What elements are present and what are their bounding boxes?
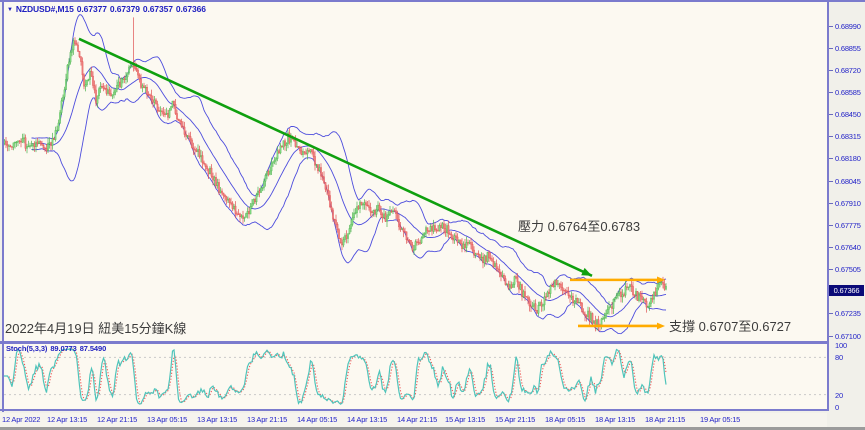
chart-header: ▼ NZDUSD#,M15 0.67377 0.67379 0.67357 0.67366 [7, 4, 209, 14]
support-arrow-head [657, 322, 665, 330]
axis-separator [827, 0, 829, 411]
current-price-tag: 0.67366 [829, 285, 864, 296]
time-axis-label: 15 Apr 13:15 [445, 415, 486, 424]
price-axis-label: 0.68990 [829, 22, 861, 31]
resistance-arrow-head [657, 276, 665, 284]
bollinger-band [31, 92, 667, 335]
close-price-value: 0.67366 [175, 4, 206, 14]
pane-separator[interactable] [0, 341, 827, 344]
price-axis-label: 0.68720 [829, 66, 861, 75]
time-axis[interactable]: 12 Apr 2022 12 Apr 13:15 12 Apr 21:15 13 Ap… [0, 413, 827, 427]
price-axis-label: 0.67235 [829, 309, 861, 318]
open-price-value: 0.67377 [76, 4, 107, 14]
time-axis-label: 19 Apr 05:15 [700, 415, 741, 424]
price-axis-label: 0.68180 [829, 154, 861, 163]
time-axis-label: 12 Apr 2022 [2, 415, 41, 424]
price-axis[interactable]: 0.67366 0.68990 0.68855 0.68720 0.68585 0.68… [829, 0, 865, 430]
bollinger-band [31, 66, 667, 318]
price-axis-label: 0.68045 [829, 177, 861, 186]
price-axis-label: 0.68450 [829, 110, 861, 119]
time-axis-label: 12 Apr 21:15 [97, 415, 138, 424]
price-axis-label: 0.68855 [829, 44, 861, 53]
bollinger-band [31, 14, 667, 306]
window-top-border [0, 0, 865, 2]
stoch-bottom-separator [0, 409, 828, 411]
time-axis-label: 14 Apr 13:15 [347, 415, 388, 424]
time-axis-label: 12 Apr 13:15 [47, 415, 88, 424]
time-axis-label: 13 Apr 21:15 [247, 415, 288, 424]
price-axis-label: 0.67505 [829, 265, 861, 274]
stochastic-chart[interactable] [4, 344, 827, 409]
price-axis-label: 0.68315 [829, 132, 861, 141]
collapse-triangle-icon[interactable]: ▼ [7, 7, 13, 13]
symbol-timeframe-label: NZDUSD#,M15 [15, 4, 74, 14]
indicator-k-value: 89.0773 [50, 344, 77, 353]
support-annotation: 支撐 0.6707至0.6727 [669, 319, 792, 334]
date-annotation: 2022年4月19日 紐美15分鐘K線 [5, 321, 187, 336]
indicator-name: Stoch(5,3,3) [6, 344, 48, 353]
time-axis-label: 13 Apr 13:15 [197, 415, 238, 424]
stoch-axis-label: 80 [835, 353, 843, 362]
time-axis-label: 14 Apr 05:15 [297, 415, 338, 424]
trendline[interactable] [78, 37, 593, 277]
stoch-axis-label: 100 [835, 341, 847, 350]
low-price-value: 0.67357 [142, 4, 173, 14]
price-axis-label: 0.68585 [829, 88, 861, 97]
stoch-axis-label: 0 [835, 403, 839, 412]
window-bottom-edge [0, 427, 865, 430]
high-price-value: 0.67379 [109, 4, 140, 14]
time-axis-label: 18 Apr 13:15 [595, 415, 636, 424]
price-axis-label: 0.67640 [829, 243, 861, 252]
indicator-header: Stoch(5,3,3) 89.0773 87.5490 [6, 344, 109, 353]
stochastic-pane[interactable]: Stoch(5,3,3) 89.0773 87.5490 [4, 344, 827, 409]
time-axis-label: 14 Apr 21:15 [397, 415, 438, 424]
window-left-border [2, 0, 4, 412]
main-chart-area[interactable]: ▼ NZDUSD#,M15 0.67377 0.67379 0.67357 0.67366… [4, 2, 827, 341]
time-axis-label: 18 Apr 21:15 [645, 415, 686, 424]
time-axis-label: 18 Apr 05:15 [545, 415, 586, 424]
time-axis-label: 15 Apr 21:15 [495, 415, 536, 424]
candlestick-chart[interactable] [4, 2, 827, 341]
price-axis-label: 0.67775 [829, 221, 861, 230]
stoch-main-line [4, 347, 667, 405]
price-axis-label: 0.67100 [829, 332, 861, 341]
stoch-axis-label: 20 [835, 391, 843, 400]
price-axis-label: 0.67910 [829, 199, 861, 208]
indicator-d-value: 87.5490 [79, 344, 107, 353]
trendline-arrowhead [581, 267, 592, 276]
resistance-annotation: 壓力 0.6764至0.6783 [518, 219, 641, 234]
time-axis-label: 13 Apr 05:15 [147, 415, 188, 424]
